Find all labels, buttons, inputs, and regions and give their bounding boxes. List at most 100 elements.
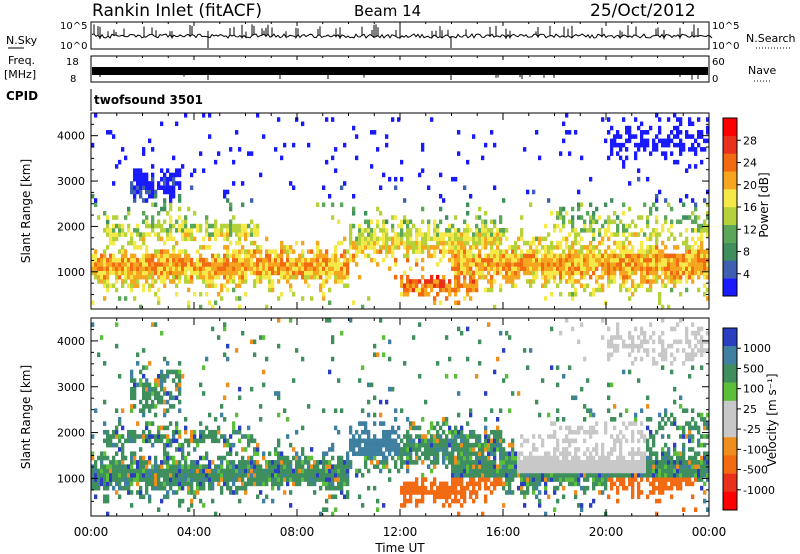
power-cell — [643, 253, 647, 259]
power-cell — [484, 219, 488, 225]
power-cell — [667, 142, 671, 148]
power-cell — [688, 121, 692, 127]
power-cell — [139, 274, 143, 280]
velocity-cell — [556, 447, 560, 452]
power-cell — [316, 274, 320, 280]
power-cell — [550, 253, 554, 259]
power-cell — [121, 232, 125, 237]
power-cell — [172, 279, 176, 284]
velocity-cell — [472, 472, 476, 478]
velocity-cell — [499, 472, 503, 478]
power-cell — [148, 223, 152, 229]
power-cell — [100, 274, 104, 280]
velocity-cell — [298, 455, 302, 461]
velocity-cell — [229, 434, 233, 439]
power-cell — [640, 228, 644, 233]
velocity-cell — [421, 472, 425, 478]
power-cell — [400, 232, 404, 237]
velocity-cell — [382, 438, 386, 444]
velocity-cell — [169, 369, 173, 375]
velocity-cell — [232, 425, 236, 431]
velocity-cell — [373, 451, 377, 457]
power-cell — [280, 274, 284, 280]
power-cell — [676, 257, 680, 263]
power-cell — [136, 262, 140, 267]
velocity-cell — [520, 434, 524, 439]
power-cell — [268, 266, 272, 271]
power-cell — [196, 270, 200, 276]
velocity-cell — [139, 464, 143, 469]
velocity-cell — [604, 460, 608, 465]
velocity-cell — [334, 464, 338, 469]
power-cell — [184, 253, 188, 259]
velocity-cell — [178, 481, 182, 487]
power-cell — [319, 283, 323, 288]
power-cell — [169, 198, 173, 203]
power-cell — [541, 262, 545, 267]
velocity-cell — [217, 468, 221, 474]
velocity-cell — [631, 460, 635, 465]
velocity-cell — [661, 447, 665, 452]
velocity-cell — [466, 442, 470, 448]
power-cell — [694, 219, 698, 225]
power-cell — [448, 279, 452, 284]
power-cell — [679, 266, 683, 271]
power-cell — [241, 202, 245, 208]
velocity-cell — [661, 348, 665, 353]
velocity-cell — [454, 464, 458, 469]
power-cell — [466, 291, 470, 297]
power-cell — [589, 176, 593, 182]
velocity-cell — [556, 460, 560, 465]
power-cell — [622, 223, 626, 229]
velocity-cell — [457, 447, 461, 452]
velocity-cell — [286, 455, 290, 461]
power-cell — [370, 228, 374, 233]
velocity-cell — [448, 429, 452, 435]
power-cell — [193, 270, 197, 276]
power-cell — [652, 202, 656, 208]
power-cell — [634, 223, 638, 229]
velocity-cell — [205, 464, 209, 469]
velocity-cell — [469, 447, 473, 452]
power-cell — [448, 236, 452, 242]
velocity-cell — [97, 472, 101, 478]
velocity-cell — [433, 425, 437, 431]
power-cell — [625, 257, 629, 263]
velocity-cell — [328, 464, 332, 469]
power-cell — [652, 249, 656, 254]
power-cell — [661, 279, 665, 284]
velocity-cell — [139, 468, 143, 474]
power-cell — [253, 283, 257, 288]
velocity-cell — [400, 438, 404, 444]
power-cell — [658, 262, 662, 267]
velocity-cell — [664, 485, 668, 491]
power-cell — [406, 274, 410, 280]
velocity-cell — [298, 472, 302, 478]
velocity-cell — [127, 434, 131, 439]
power-cell — [328, 257, 332, 263]
power-cell — [130, 185, 134, 190]
velocity-cell — [247, 442, 251, 448]
power-cell — [205, 223, 209, 229]
velocity-cell — [178, 503, 182, 508]
power-cell — [634, 287, 638, 293]
velocity-cell — [406, 429, 410, 435]
power-cell — [100, 279, 104, 284]
power-cell — [679, 117, 683, 122]
velocity-cell — [139, 477, 143, 482]
velocity-cell — [475, 490, 479, 495]
power-cell — [133, 240, 137, 246]
velocity-cell — [646, 438, 650, 444]
power-cell — [235, 257, 239, 263]
velocity-cell — [334, 494, 338, 500]
power-cell — [616, 134, 620, 139]
power-cell — [475, 228, 479, 233]
power-cell — [178, 172, 182, 178]
power-cell — [256, 257, 260, 263]
velocity-cell — [526, 468, 530, 474]
velocity-cell — [478, 468, 482, 474]
velocity-cell — [577, 481, 581, 487]
power-cell — [442, 245, 446, 250]
velocity-cell — [544, 511, 548, 517]
power-cell — [640, 215, 644, 220]
